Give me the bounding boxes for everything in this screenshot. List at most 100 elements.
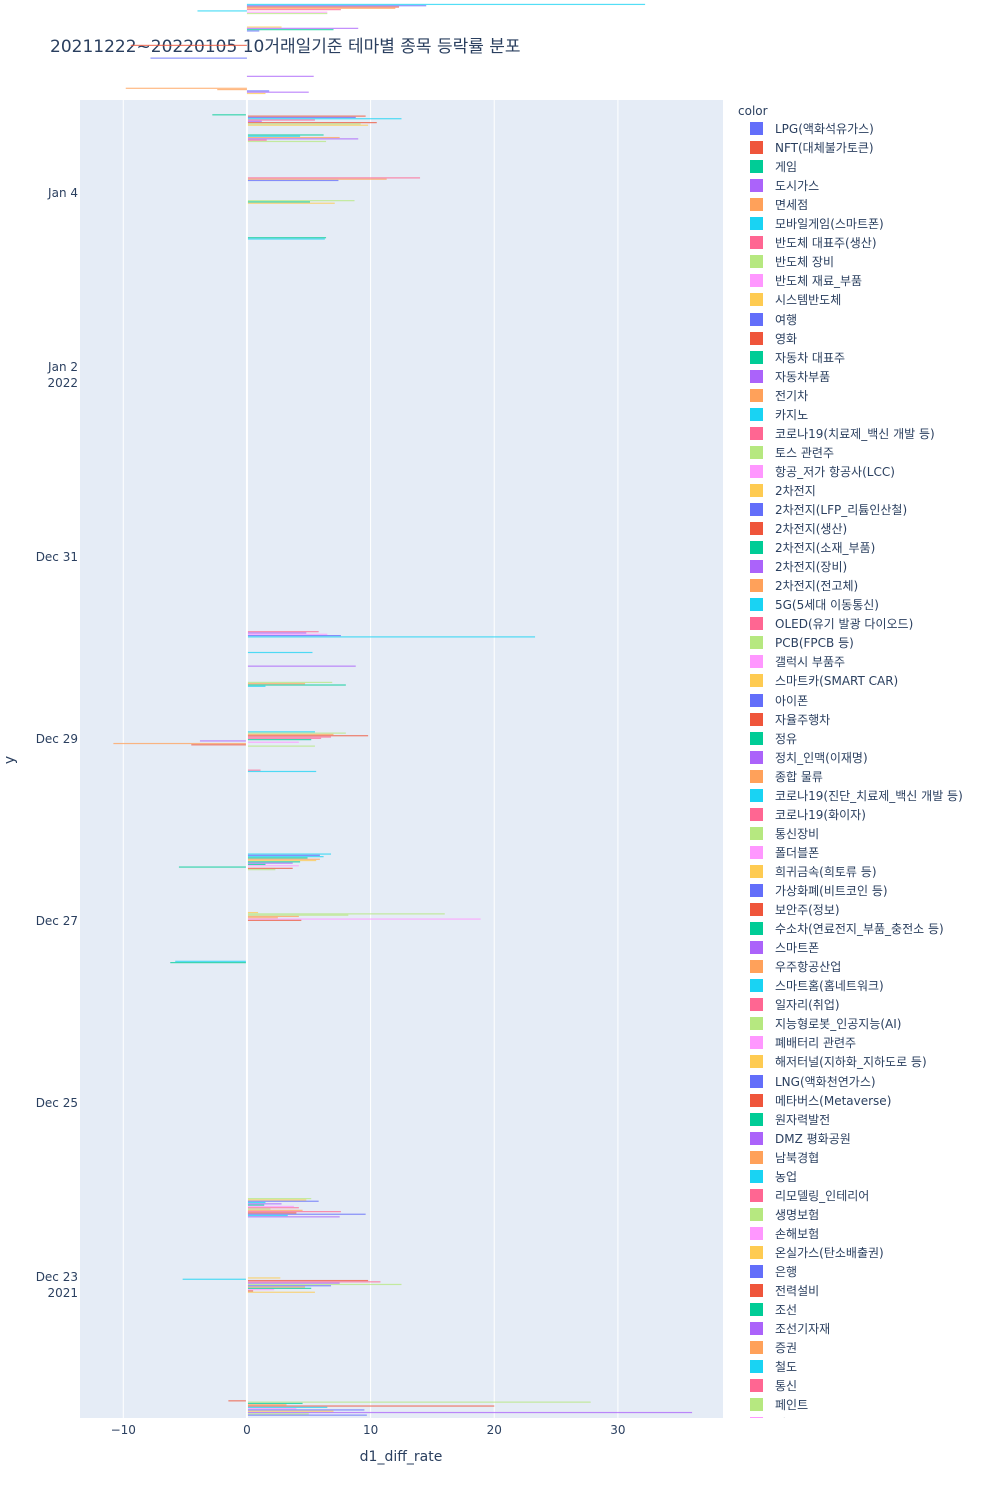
bar[interactable] [246, 122, 377, 124]
legend-item[interactable]: 리모델링_인테리어 [750, 1187, 869, 1206]
bar[interactable] [246, 631, 319, 633]
bar[interactable] [246, 731, 315, 733]
bar[interactable] [246, 238, 325, 240]
bar[interactable] [246, 1208, 271, 1210]
bar[interactable] [246, 124, 369, 126]
legend-item[interactable]: 2차전지 [750, 482, 816, 501]
legend-item[interactable]: 자율주행차 [750, 711, 830, 730]
bar[interactable] [246, 862, 293, 864]
bar[interactable] [246, 118, 402, 120]
bar[interactable] [246, 1290, 254, 1292]
legend-item[interactable]: LNG(액화천연가스) [750, 1073, 876, 1092]
bar[interactable] [246, 1409, 365, 1411]
bar[interactable] [246, 1214, 288, 1217]
bar[interactable] [246, 685, 266, 687]
bar[interactable] [246, 75, 314, 77]
legend-item[interactable]: 지능형로봇_인공지능(AI) [750, 1015, 901, 1034]
legend-item[interactable]: 보안주(정보) [750, 901, 840, 920]
legend-item[interactable]: 전력설비 [750, 1282, 819, 1301]
bar[interactable] [246, 179, 339, 182]
legend-item[interactable]: 온실가스(탄소배출권) [750, 1244, 884, 1263]
bar[interactable] [246, 741, 299, 743]
legend-item[interactable]: 희귀금속(희토류 등) [750, 863, 877, 882]
legend-item[interactable]: 통신 [750, 1377, 797, 1396]
bar[interactable] [246, 918, 481, 920]
bar[interactable] [246, 1411, 693, 1414]
bar[interactable] [246, 91, 309, 93]
legend-item[interactable]: 게임 [750, 158, 797, 177]
bar[interactable] [246, 683, 306, 685]
bar[interactable] [246, 736, 332, 738]
bar[interactable] [246, 651, 313, 654]
bar[interactable] [246, 92, 266, 95]
legend-item[interactable]: 2차전지(장비) [750, 558, 847, 577]
legend-item[interactable]: 원자력발전 [750, 1111, 830, 1130]
bar[interactable] [246, 859, 317, 862]
legend-item[interactable]: 전기차 [750, 387, 808, 406]
bar[interactable] [246, 26, 282, 28]
legend-item[interactable]: 해운 [750, 1415, 797, 1418]
legend-item[interactable]: 조선기자재 [750, 1320, 830, 1339]
legend-item[interactable]: 영화 [750, 330, 797, 349]
bar[interactable] [246, 913, 445, 915]
legend-item[interactable]: 2차전지(소재_부품) [750, 539, 875, 558]
legend-item[interactable]: 시스템반도체 [750, 291, 841, 310]
bar[interactable] [246, 136, 340, 139]
bar[interactable] [246, 733, 334, 736]
bar[interactable] [246, 1277, 281, 1279]
legend-item[interactable]: PCB(FPCB 등) [750, 634, 854, 653]
bar[interactable] [246, 12, 328, 15]
bar[interactable] [246, 1200, 319, 1202]
legend-item[interactable]: 가상화폐(비트코인 등) [750, 882, 888, 901]
legend-item[interactable]: 정유 [750, 730, 797, 749]
legend-item[interactable]: 통신장비 [750, 825, 819, 844]
legend-item[interactable]: 농업 [750, 1168, 797, 1187]
bar[interactable] [246, 135, 301, 137]
bar[interactable] [246, 769, 261, 771]
bar[interactable] [246, 1211, 341, 1213]
bar[interactable] [113, 742, 247, 745]
legend-item[interactable]: LPG(액화석유가스) [750, 120, 874, 139]
bar[interactable] [246, 1205, 294, 1208]
legend-item[interactable]: 항공_저가 항공사(LCC) [750, 463, 895, 482]
bar[interactable] [150, 57, 247, 59]
bar[interactable] [246, 27, 359, 29]
legend-item[interactable]: 페인트 [750, 1396, 808, 1415]
legend-item[interactable]: 남북경협 [750, 1149, 819, 1168]
legend-item[interactable]: 철도 [750, 1358, 797, 1377]
bar[interactable] [246, 636, 536, 638]
bar[interactable] [246, 1404, 287, 1406]
bar[interactable] [246, 134, 324, 136]
bar[interactable] [246, 1401, 591, 1403]
bar[interactable] [246, 1410, 334, 1412]
bar[interactable] [178, 866, 247, 868]
bar[interactable] [246, 202, 335, 204]
bar[interactable] [246, 914, 349, 916]
bar[interactable] [246, 1414, 367, 1416]
bar[interactable] [130, 44, 247, 46]
bar[interactable] [246, 732, 346, 734]
bar[interactable] [246, 1283, 402, 1286]
bar[interactable] [246, 6, 400, 8]
legend-item[interactable]: 반도체 재료_부품 [750, 272, 862, 291]
bar[interactable] [246, 1213, 366, 1215]
legend-item[interactable]: 갤럭시 부품주 [750, 653, 845, 672]
bar[interactable] [246, 201, 310, 203]
bar[interactable] [246, 737, 322, 739]
bar[interactable] [246, 116, 356, 119]
bar[interactable] [246, 632, 307, 634]
legend-item[interactable]: 정치_인맥(이재명) [750, 749, 868, 768]
legend-item[interactable]: 면세점 [750, 196, 808, 215]
legend-item[interactable]: 자동차 대표주 [750, 349, 845, 368]
legend-item[interactable]: 수소차(연료전지_부품_충전소 등) [750, 920, 944, 939]
bar[interactable] [246, 857, 308, 859]
legend-item[interactable]: 폴더블폰 [750, 844, 819, 863]
bar[interactable] [246, 858, 320, 860]
bar[interactable] [170, 962, 247, 964]
legend-item[interactable]: 스마트폰 [750, 939, 819, 958]
bar[interactable] [246, 1209, 303, 1211]
bar[interactable] [246, 1406, 328, 1408]
legend-item[interactable]: 반도체 대표주(생산) [750, 234, 877, 253]
legend-item[interactable]: 손해보험 [750, 1225, 819, 1244]
bar[interactable] [246, 770, 317, 773]
